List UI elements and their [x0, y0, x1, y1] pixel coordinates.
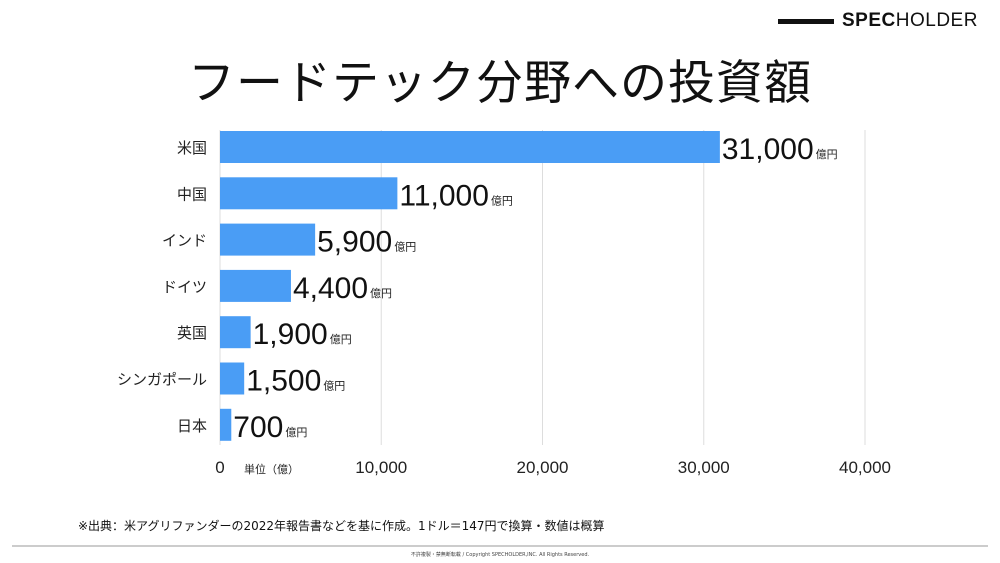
divider: [12, 545, 988, 547]
bar: [220, 177, 398, 210]
x-axis-label: 単位（億）: [244, 462, 299, 476]
x-tick-label: 20,000: [517, 458, 569, 477]
category-label: 中国: [177, 185, 207, 203]
unit-label: 億円: [370, 287, 392, 300]
bar: [220, 408, 232, 441]
logo-bold: SPEC: [842, 10, 896, 31]
category-label: シンガポール: [117, 371, 207, 389]
logo-bar: [778, 18, 834, 24]
bar: [220, 362, 245, 395]
data-label: 31,000: [722, 133, 814, 166]
category-label: 日本: [177, 417, 207, 435]
logo-text: SPECHOLDER: [842, 10, 978, 32]
x-tick-label: 40,000: [839, 458, 891, 477]
bar: [220, 269, 291, 302]
bar: [220, 223, 316, 256]
category-label: 英国: [177, 324, 207, 342]
chart-title: フードテック分野への投資額: [188, 56, 812, 111]
category-label: ドイツ: [162, 278, 207, 296]
x-tick-label: 0: [215, 458, 224, 477]
bar: [220, 131, 720, 163]
unit-label: 億円: [330, 333, 352, 346]
x-tick-label: 30,000: [678, 458, 730, 477]
data-label: 5,900: [317, 226, 392, 259]
data-label: 1,900: [253, 318, 328, 351]
unit-label: 億円: [816, 148, 838, 161]
specholder-logo: SPECHOLDER: [778, 10, 978, 32]
bar: [220, 316, 251, 349]
data-label: 700: [233, 411, 283, 444]
data-label: 1,500: [246, 365, 321, 398]
category-label: インド: [162, 232, 207, 250]
unit-label: 億円: [491, 194, 513, 207]
data-label: 4,400: [293, 272, 368, 305]
source-footnote: ※出典：米アグリファンダーの2022年報告書などを基に作成。1ドル＝147円で換…: [78, 519, 605, 533]
unit-label: 億円: [285, 426, 307, 439]
x-tick-label: 10,000: [355, 458, 407, 477]
copyright: 不許複製・禁無断転載 / Copyright SPECHOLDER,INC. A…: [410, 552, 590, 558]
unit-label: 億円: [394, 241, 416, 254]
logo-light: HOLDER: [895, 10, 978, 31]
unit-label: 億円: [323, 380, 345, 393]
data-label: 11,000: [399, 179, 489, 212]
category-label: 米国: [177, 139, 207, 157]
